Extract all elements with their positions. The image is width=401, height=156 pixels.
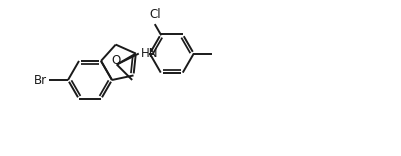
Text: HN: HN: [140, 47, 158, 60]
Text: Br: Br: [34, 73, 47, 86]
Text: O: O: [111, 54, 120, 67]
Text: Cl: Cl: [149, 8, 161, 21]
